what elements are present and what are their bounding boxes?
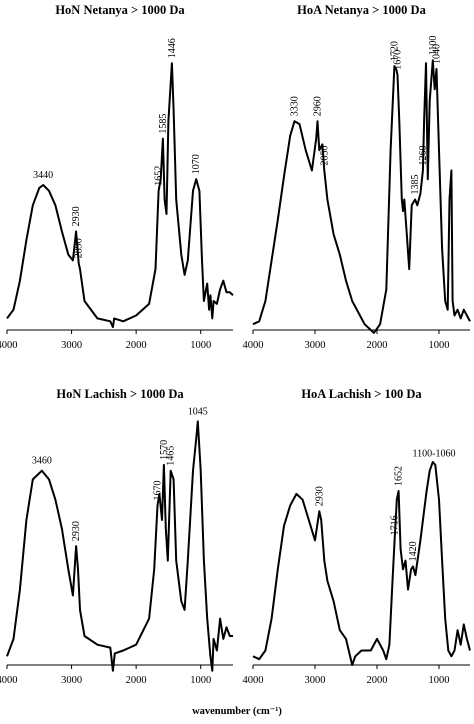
x-axis-label: wavenumber (cm⁻¹) <box>192 706 282 717</box>
peak-label: 1100 <box>428 36 439 56</box>
peak-label: 1720 <box>389 41 400 61</box>
peak-label: 1100-1060 <box>413 448 456 459</box>
chart-title: HoA Netanya > 1000 Da <box>297 3 426 17</box>
peak-label: 1465 <box>166 446 177 466</box>
x-tick-label: 2000 <box>126 340 147 351</box>
chart-title: HoN Lachish > 1000 Da <box>56 387 184 401</box>
peak-label: 2930 <box>71 521 82 541</box>
peak-label: 1446 <box>167 38 178 58</box>
peak-label: 2930 <box>314 486 325 506</box>
x-tick-label: 2000 <box>367 675 388 686</box>
peak-label: 1070 <box>191 154 202 174</box>
x-tick-label: 4000 <box>0 340 18 351</box>
x-tick-label: 3000 <box>61 675 82 686</box>
peak-label: 3440 <box>33 170 53 181</box>
peak-label: 1040 <box>432 44 443 64</box>
x-tick-label: 1000 <box>429 340 450 351</box>
peak-label: 3460 <box>32 456 52 467</box>
spectrum-line <box>252 461 471 666</box>
x-tick-label: 1000 <box>429 675 450 686</box>
peak-label: 2850 <box>319 146 330 166</box>
peak-label: 1570 <box>159 440 170 460</box>
spectrum-line <box>6 62 234 329</box>
peak-label: 2890 <box>74 238 85 258</box>
x-tick-label: 1000 <box>190 675 211 686</box>
peak-label: 1652 <box>394 466 405 486</box>
peak-label: 1420 <box>408 541 419 561</box>
peak-label: 2960 <box>312 96 323 116</box>
x-tick-label: 3000 <box>61 340 82 351</box>
spectrum-line <box>6 420 233 672</box>
spectrum-line <box>252 59 471 334</box>
peak-label: 1716 <box>390 515 401 535</box>
peak-label: 1385 <box>410 175 421 195</box>
x-tick-label: 1000 <box>190 340 211 351</box>
chart-title: HoN Netanya > 1000 Da <box>55 3 185 17</box>
x-tick-label: 4000 <box>243 340 264 351</box>
x-tick-label: 2000 <box>367 340 388 351</box>
x-tick-label: 3000 <box>305 340 326 351</box>
peak-label: 1670 <box>392 50 403 70</box>
peak-label: 1260 <box>418 146 429 166</box>
peak-label: 1045 <box>188 406 208 417</box>
peak-label: 1670 <box>152 481 163 501</box>
peak-label: 2930 <box>71 206 82 226</box>
chart-title: HoA Lachish > 100 Da <box>301 387 422 401</box>
peak-label: 1585 <box>158 114 169 134</box>
peak-label: 1652 <box>154 166 165 186</box>
x-tick-label: 4000 <box>0 675 18 686</box>
x-tick-label: 2000 <box>126 675 147 686</box>
x-tick-label: 3000 <box>305 675 326 686</box>
x-tick-label: 4000 <box>243 675 264 686</box>
peak-label: 3330 <box>290 96 301 116</box>
